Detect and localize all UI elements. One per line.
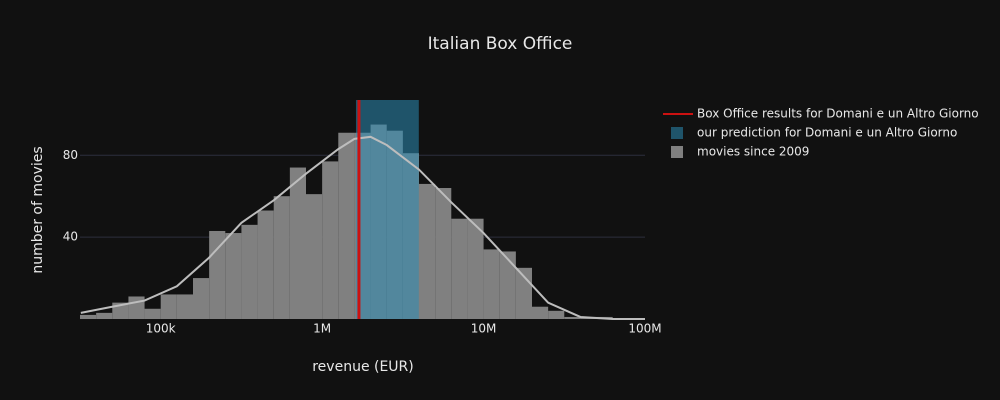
x-tick-label: 10M	[471, 322, 497, 336]
prediction-region	[355, 100, 419, 319]
bar	[128, 296, 145, 319]
x-tick-label: 1M	[313, 322, 331, 336]
y-tick-label: 40	[63, 230, 78, 244]
bar	[418, 183, 436, 319]
x-axis-title: revenue (EUR)	[312, 359, 414, 375]
legend-swatch	[671, 146, 683, 158]
bar	[564, 316, 581, 319]
bar	[80, 314, 97, 319]
legend-label: our prediction for Domani e un Altro Gio…	[697, 126, 957, 140]
bar	[435, 188, 452, 319]
legend-swatch	[671, 127, 683, 139]
x-tick-label: 100M	[628, 322, 661, 336]
chart-title: Italian Box Office	[428, 34, 573, 54]
bar	[531, 306, 549, 319]
bar	[241, 224, 258, 319]
bar	[176, 294, 193, 319]
bar	[96, 312, 113, 319]
bar	[305, 194, 323, 319]
bar	[467, 218, 484, 319]
kde-line	[80, 135, 645, 320]
bar	[451, 218, 468, 319]
bar	[483, 249, 500, 319]
bar	[322, 161, 339, 319]
x-tick-label: 100k	[146, 322, 176, 336]
bar	[144, 308, 161, 319]
legend-label: movies since 2009	[697, 145, 809, 159]
y-tick-label: 80	[63, 148, 78, 162]
bar	[548, 310, 565, 319]
bar	[160, 294, 177, 319]
bar	[273, 196, 290, 319]
bar	[192, 278, 210, 319]
bar	[225, 233, 242, 319]
bar	[257, 210, 274, 319]
bar	[289, 167, 306, 319]
bar	[499, 251, 516, 319]
bar	[338, 132, 355, 319]
y-axis-title: number of movies	[30, 146, 46, 273]
legend-label: Box Office results for Domani e un Altro…	[697, 107, 979, 121]
